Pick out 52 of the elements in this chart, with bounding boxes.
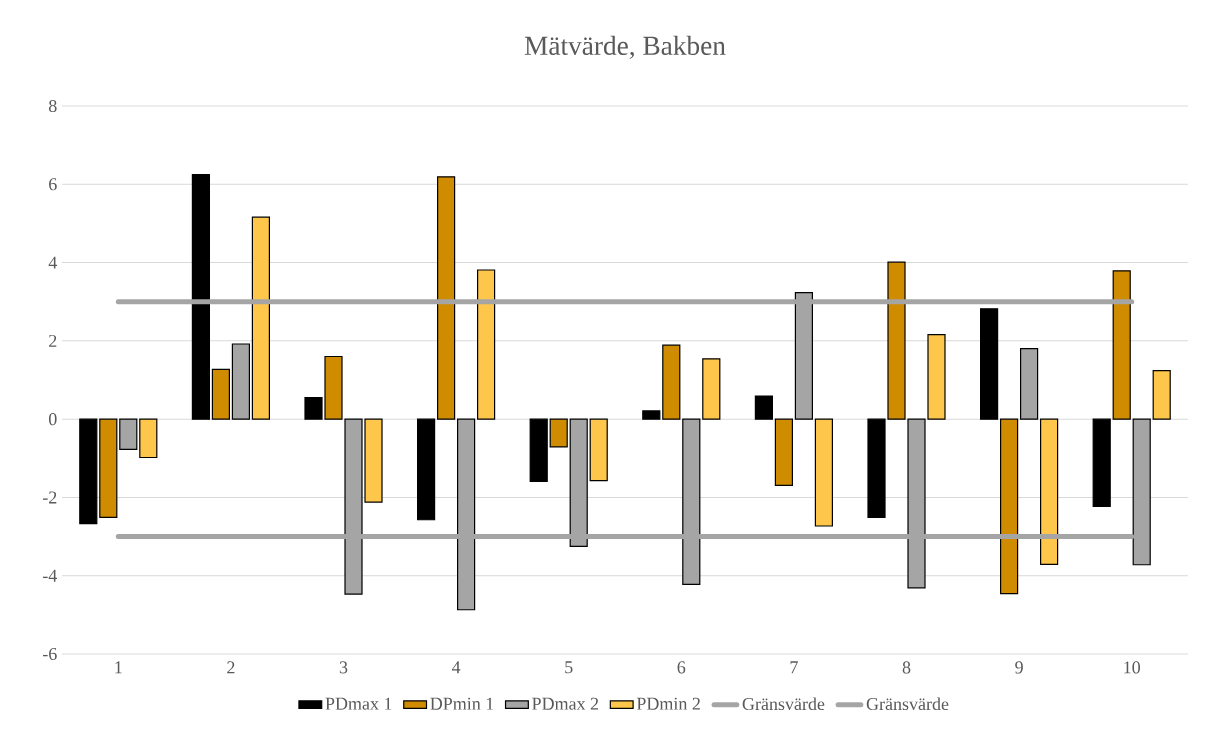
x-tick-label: 10 <box>1124 661 1141 674</box>
x-tick-label: 8 <box>902 661 911 674</box>
bar <box>79 418 98 525</box>
bar <box>1152 370 1171 420</box>
y-tick-label: -2 <box>42 491 57 504</box>
x-tick-label: 6 <box>677 661 686 674</box>
y-tick-label: 6 <box>49 178 57 191</box>
bar <box>191 173 211 420</box>
bar <box>1000 418 1019 595</box>
legend-label: PDmax 1 <box>325 697 392 710</box>
bar <box>642 410 661 420</box>
y-tick-label: 2 <box>49 334 57 347</box>
bar <box>980 308 999 420</box>
x-tick-label: 7 <box>790 661 798 674</box>
x-tick-label: 4 <box>451 661 461 674</box>
y-tick-label: 8 <box>48 99 57 113</box>
chart-title: Mätvärde, Bakben <box>524 35 726 59</box>
y-tick-label: -6 <box>42 647 57 661</box>
bar <box>549 418 568 448</box>
x-tick-label: 9 <box>1015 661 1023 674</box>
bar <box>139 418 158 459</box>
bar <box>437 176 456 420</box>
x-tick-label: 5 <box>565 661 573 674</box>
bar <box>702 358 721 420</box>
bar <box>99 418 118 518</box>
legend-label: Gränsvärde <box>866 697 949 711</box>
bar <box>1112 270 1131 420</box>
legend-label: Gränsvärde <box>742 697 825 711</box>
y-tick-label: -4 <box>42 569 58 582</box>
bar <box>754 395 773 420</box>
x-tick-label: 1 <box>115 661 122 674</box>
bar <box>477 269 496 420</box>
legend-label: DPmin 1 <box>430 697 494 710</box>
bar <box>417 418 436 521</box>
bar <box>662 344 681 420</box>
bar <box>231 343 250 420</box>
x-tick-label: 3 <box>339 661 348 674</box>
bar <box>589 418 608 482</box>
bar <box>814 418 833 527</box>
bar <box>1040 418 1059 565</box>
y-tick-label: 4 <box>48 256 58 269</box>
bar <box>251 216 270 420</box>
bar <box>1020 348 1039 420</box>
bar <box>774 418 793 486</box>
legend-label: PDmax 2 <box>532 697 599 710</box>
bar <box>119 418 138 450</box>
legend-label: PDmin 2 <box>636 697 700 710</box>
bar <box>211 368 231 420</box>
bar <box>1092 418 1111 508</box>
bar <box>529 418 548 482</box>
y-tick-label: 0 <box>48 413 57 426</box>
x-tick-label: 2 <box>227 661 235 674</box>
